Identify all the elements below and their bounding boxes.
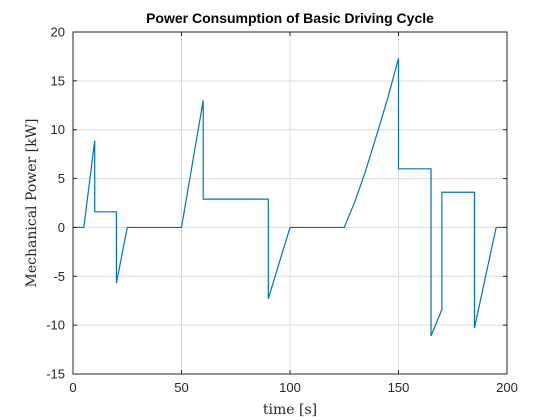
y-tick-label: 20 xyxy=(51,25,65,40)
x-axis-label: time [s] xyxy=(263,402,317,418)
x-tick-label: 0 xyxy=(69,380,76,395)
x-tick-label: 150 xyxy=(388,380,410,395)
y-tick-label: 0 xyxy=(58,220,65,235)
y-axis-label: Mechanical Power [kW] xyxy=(24,119,40,288)
y-tick-label: -10 xyxy=(46,318,65,333)
series-layer xyxy=(73,58,507,337)
x-tick-label: 100 xyxy=(279,380,301,395)
y-tick-label: -15 xyxy=(46,367,65,382)
chart-title: Power Consumption of Basic Driving Cycle xyxy=(146,10,434,26)
y-tick-label: 15 xyxy=(51,73,65,88)
series-line xyxy=(73,58,507,337)
y-tick-label: 10 xyxy=(51,122,65,137)
x-tick-label: 50 xyxy=(174,380,188,395)
y-tick-label: -5 xyxy=(53,269,65,284)
tick-labels: 0 50 100 150 200 -15 -10 -5 0 5 10 15 20 xyxy=(46,25,518,396)
tick-marks xyxy=(72,31,508,375)
y-tick-label: 5 xyxy=(58,171,65,186)
x-tick-label: 200 xyxy=(496,380,518,395)
